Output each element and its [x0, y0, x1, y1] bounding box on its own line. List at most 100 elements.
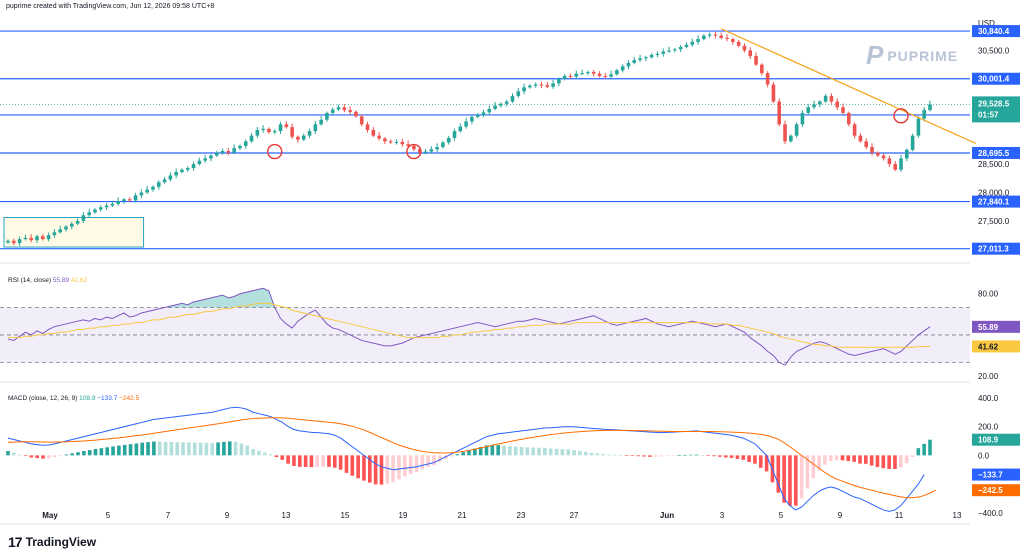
puprime-logo-icon: P — [866, 40, 884, 70]
macd-histogram-bar — [572, 450, 576, 456]
macd-histogram-bar — [274, 455, 279, 458]
candle-body — [736, 41, 741, 46]
macd-histogram-bar — [449, 455, 454, 457]
candle-body — [557, 78, 561, 84]
macd-histogram-bar — [712, 455, 716, 457]
macd-histogram-bar — [321, 455, 325, 467]
candle-body — [284, 124, 289, 128]
macd-histogram-bar — [560, 449, 565, 456]
macd-tick-label: 200.0 — [978, 423, 999, 432]
time-tick-label: 5 — [106, 511, 111, 520]
candle-body — [412, 145, 416, 150]
macd-histogram-bar — [718, 455, 722, 457]
level-tag — [972, 242, 1020, 255]
macd-histogram-bar — [134, 443, 139, 456]
macd-histogram-bar — [262, 452, 267, 456]
macd-histogram-bar — [239, 443, 244, 456]
macd-histogram-bar — [788, 455, 792, 506]
candle-body — [713, 34, 718, 36]
candle-body — [580, 73, 584, 75]
candle-body — [545, 85, 550, 87]
candle-body — [110, 203, 115, 206]
candle-body — [632, 60, 637, 63]
macd-histogram-bar — [694, 454, 699, 456]
macd-histogram-bar — [175, 442, 180, 456]
puprime-name: PUPRIME — [887, 47, 959, 64]
macd-histogram-bar — [122, 444, 127, 456]
macd-histogram-bar — [834, 455, 839, 461]
macd-histogram-bar — [327, 455, 331, 467]
time-tick-label: Jun — [660, 511, 674, 520]
macd-histogram-bar — [910, 455, 915, 458]
circle-markers — [267, 108, 909, 160]
signal-line — [7, 417, 937, 499]
macd-histogram-bar — [776, 455, 781, 493]
macd-tick-label: 400.0 — [978, 394, 999, 403]
time-tick-label: 7 — [166, 511, 171, 520]
macd-histogram-bar — [805, 455, 810, 489]
level-tag-label: 27,011.3 — [978, 245, 1009, 254]
macd-value-label: −133.7 — [978, 471, 1003, 480]
macd-histogram-bar — [817, 455, 821, 471]
candle-body — [823, 95, 828, 102]
candle-body — [40, 236, 45, 240]
candle-body — [887, 158, 892, 165]
macd-histogram-bar — [840, 455, 845, 461]
macd-histogram-bar — [659, 455, 664, 457]
macd-histogram-bar — [117, 445, 121, 456]
macd-histogram-bar — [904, 455, 909, 464]
macd-histogram-bar — [52, 455, 57, 458]
candle-body — [719, 35, 724, 38]
rsi-tick-label: 80.00 — [978, 290, 999, 299]
macd-histogram-bar — [216, 442, 220, 456]
candle-body — [794, 124, 799, 136]
macd-histogram-bar — [578, 451, 582, 456]
candle-body — [116, 201, 120, 204]
macd-histogram-bar — [758, 455, 763, 468]
macd-histogram-bar — [554, 448, 559, 456]
candle-body — [603, 75, 608, 77]
time-tick-label: 9 — [838, 511, 843, 520]
macd-histogram-bar — [426, 455, 430, 468]
macd-histogram-bar — [152, 441, 156, 456]
macd-histogram-bar — [706, 455, 711, 456]
candle-body — [168, 175, 173, 180]
candle-body — [446, 137, 451, 143]
candle-body — [122, 199, 126, 202]
macd-histogram-bar — [187, 442, 191, 456]
tradingview-logo[interactable]: 17 TradingView — [8, 534, 96, 550]
candle-body — [916, 118, 921, 136]
macd-histogram-bar — [828, 455, 833, 462]
candle-body — [46, 235, 51, 240]
candle-body — [684, 44, 689, 48]
candle-body — [417, 149, 422, 153]
time-tick-label: 13 — [282, 511, 291, 520]
candle-body — [145, 189, 149, 193]
macd-histogram-bar — [595, 453, 600, 456]
candle-body — [383, 138, 387, 142]
candle-body — [789, 135, 793, 142]
tradingview-name: TradingView — [25, 535, 97, 549]
macd-histogram-bar — [181, 442, 185, 456]
candle-body — [319, 119, 323, 125]
macd-histogram-bar — [403, 455, 407, 477]
macd-histogram-bar — [811, 455, 816, 479]
candle-body — [133, 195, 138, 201]
candle-body — [435, 147, 439, 150]
candle-body — [812, 104, 816, 108]
macd-histogram-bar — [496, 445, 500, 456]
macd-histogram-bar — [362, 455, 366, 481]
candle-body — [394, 141, 399, 143]
candle-body — [690, 41, 695, 45]
rsi-ma-line — [8, 302, 931, 348]
macd-histogram-bar — [47, 455, 51, 459]
macd-title-hist: 108.9 — [79, 395, 97, 402]
macd-histogram-bar — [467, 450, 471, 456]
candle-body — [673, 49, 677, 51]
candle-body — [354, 111, 358, 117]
rsi-title: RSI (14, close) 55.89 41.62 — [8, 277, 88, 284]
price-tick-label: 28,500.0 — [978, 160, 1010, 169]
candle-body — [574, 73, 579, 77]
candle-body — [348, 110, 352, 112]
